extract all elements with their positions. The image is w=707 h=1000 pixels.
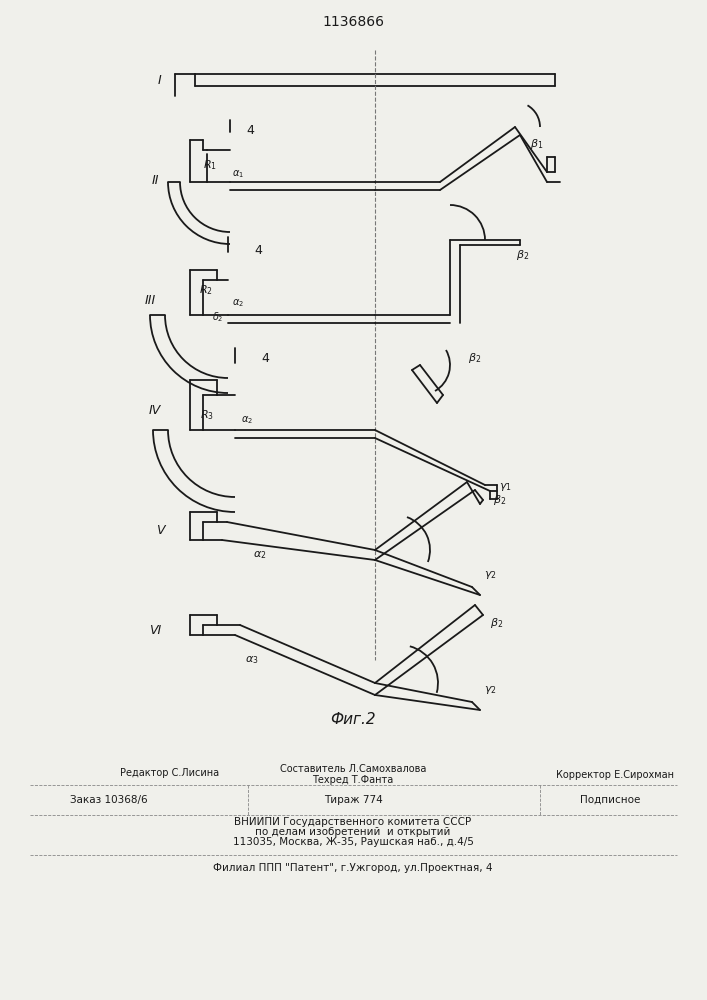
Text: $\alpha_2$: $\alpha_2$	[253, 549, 267, 561]
Text: Филиал ППП "Патент", г.Ужгород, ул.Проектная, 4: Филиал ППП "Патент", г.Ужгород, ул.Проек…	[214, 863, 493, 873]
Text: Составитель Л.Самохвалова: Составитель Л.Самохвалова	[280, 764, 426, 774]
Text: Заказ 10368/6: Заказ 10368/6	[70, 795, 148, 805]
Text: 4: 4	[261, 352, 269, 364]
Text: $R_3$: $R_3$	[200, 408, 214, 422]
Text: $\alpha_3$: $\alpha_3$	[245, 654, 259, 666]
Text: 1136866: 1136866	[322, 15, 384, 29]
Text: $\gamma_2$: $\gamma_2$	[484, 569, 496, 581]
Text: VI: VI	[149, 624, 161, 637]
Text: Тираж 774: Тираж 774	[324, 795, 382, 805]
Text: III: III	[144, 294, 156, 306]
Text: $\beta_1$: $\beta_1$	[530, 137, 544, 151]
Text: Техред Т.Фанта: Техред Т.Фанта	[312, 775, 394, 785]
Text: IV: IV	[149, 403, 161, 416]
Text: II: II	[151, 174, 159, 186]
Text: ВНИИПИ Государственного комитета СССР: ВНИИПИ Государственного комитета СССР	[235, 817, 472, 827]
Text: $\alpha_2$: $\alpha_2$	[241, 414, 253, 426]
Text: $\beta_2$: $\beta_2$	[491, 616, 503, 630]
Text: $R_1$: $R_1$	[203, 158, 217, 172]
Text: I: I	[158, 74, 162, 87]
Text: $\beta_2$: $\beta_2$	[468, 351, 481, 365]
Text: $\beta_2$: $\beta_2$	[516, 248, 530, 262]
Text: 4: 4	[254, 243, 262, 256]
Text: $R_2$: $R_2$	[199, 283, 213, 297]
Text: Редактор С.Лисина: Редактор С.Лисина	[120, 768, 219, 778]
Text: 113035, Москва, Ж-35, Раушская наб., д.4/5: 113035, Москва, Ж-35, Раушская наб., д.4…	[233, 837, 474, 847]
Text: $\alpha_1$: $\alpha_1$	[232, 168, 244, 180]
Text: $\gamma_1$: $\gamma_1$	[498, 481, 511, 493]
Text: $\beta_2$: $\beta_2$	[493, 493, 507, 507]
Text: по делам изобретений  и открытий: по делам изобретений и открытий	[255, 827, 450, 837]
Text: $\gamma_2$: $\gamma_2$	[484, 684, 496, 696]
Text: $\delta_2$: $\delta_2$	[212, 310, 223, 324]
Text: Корректор Е.Сирохман: Корректор Е.Сирохман	[556, 770, 674, 780]
Text: $\alpha_2$: $\alpha_2$	[232, 297, 244, 309]
Text: V: V	[156, 524, 164, 536]
Text: 4: 4	[246, 123, 254, 136]
Text: Подписное: Подписное	[580, 795, 640, 805]
Text: Фиг.2: Фиг.2	[330, 712, 376, 728]
